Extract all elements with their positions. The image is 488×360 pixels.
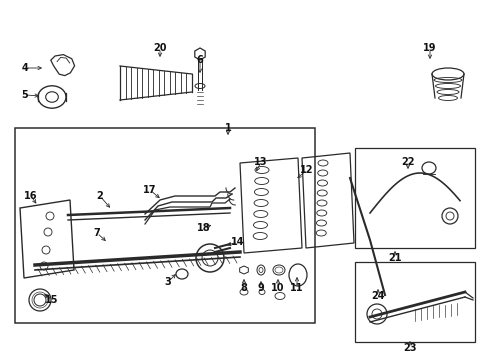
Text: 3: 3 (164, 277, 171, 287)
Text: 15: 15 (45, 295, 59, 305)
Text: 23: 23 (403, 343, 416, 353)
Text: 8: 8 (240, 283, 247, 293)
Text: 7: 7 (93, 228, 100, 238)
Text: 20: 20 (153, 43, 166, 53)
Text: 10: 10 (271, 283, 284, 293)
Bar (354, 148, 474, 248)
Text: 6: 6 (196, 55, 203, 65)
Bar (15, 128, 314, 323)
Text: 13: 13 (254, 157, 267, 167)
Text: 19: 19 (423, 43, 436, 53)
Bar (354, 262, 474, 342)
Text: 22: 22 (401, 157, 414, 167)
Text: 24: 24 (370, 291, 384, 301)
Text: 14: 14 (231, 237, 244, 247)
Text: 21: 21 (387, 253, 401, 263)
Text: 4: 4 (21, 63, 28, 73)
Text: 2: 2 (97, 191, 103, 201)
Text: 9: 9 (257, 283, 264, 293)
Text: 16: 16 (24, 191, 38, 201)
Text: 1: 1 (224, 123, 231, 133)
Text: 12: 12 (300, 165, 313, 175)
Text: 18: 18 (197, 223, 210, 233)
Text: 11: 11 (290, 283, 303, 293)
Text: 5: 5 (21, 90, 28, 100)
Text: 17: 17 (143, 185, 157, 195)
